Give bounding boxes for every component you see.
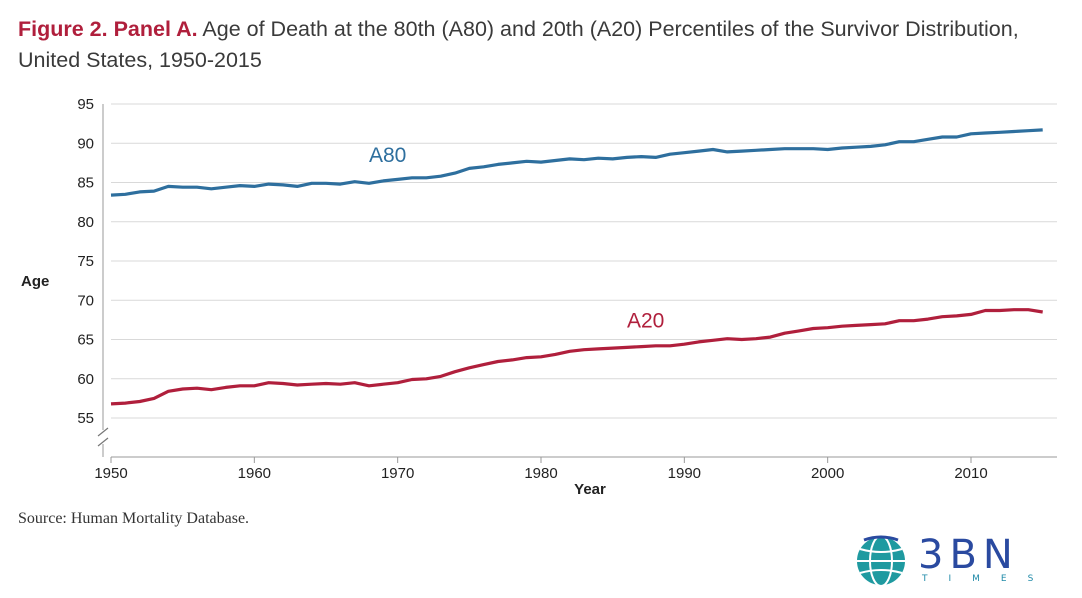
- x-tick-label: 2010: [954, 465, 987, 482]
- chart-title: Figure 2. Panel A. Age of Death at the 8…: [18, 14, 1068, 76]
- x-tick-label: 1980: [524, 465, 557, 482]
- logo-wordmark: 3BN: [918, 532, 1019, 578]
- logo-subtitle: TIMES: [922, 574, 1055, 584]
- line-chart: 55 60 65 70 75 80 85 90 95 1950 1960 1970 1980 1990 20…: [21, 96, 1057, 498]
- series-line-a20: [110, 308, 1043, 406]
- y-tick-label: 65: [77, 332, 94, 349]
- series-lines: [110, 128, 1043, 406]
- y-tick-label: 95: [77, 96, 94, 113]
- x-axis-title: Year: [574, 481, 606, 498]
- figure-title-text: Age of Death at the 80th (A80) and 20th …: [18, 17, 1019, 72]
- y-tick-label: 75: [77, 253, 94, 270]
- brand-logo[interactable]: 3BN TIMES: [852, 532, 1067, 592]
- figure-label: Figure 2. Panel A.: [18, 17, 198, 41]
- series-label-a80: A80: [369, 144, 406, 167]
- x-tick-label: 1970: [381, 465, 414, 482]
- series-line-a80: [110, 128, 1043, 197]
- gridlines: [111, 103, 1057, 419]
- y-axis-title: Age: [21, 273, 49, 290]
- axis-break-mark: [97, 437, 109, 447]
- globe-icon: [855, 535, 907, 587]
- axes: [97, 104, 1057, 463]
- axis-break-mark: [97, 427, 109, 437]
- y-tick-label: 90: [77, 135, 94, 152]
- y-tick-label: 55: [77, 410, 94, 427]
- y-tick-label: 85: [77, 175, 94, 192]
- source-note: Source: Human Mortality Database.: [18, 510, 250, 527]
- y-tick-label: 70: [77, 292, 94, 309]
- y-tick-label: 60: [77, 371, 94, 388]
- x-tick-label: 1960: [238, 465, 271, 482]
- x-tick-label: 2000: [811, 465, 844, 482]
- series-label-a20: A20: [627, 310, 664, 333]
- tick-labels: 55 60 65 70 75 80 85 90 95 1950 1960 1970 1980 1990 20…: [21, 96, 988, 498]
- y-tick-label: 80: [77, 214, 94, 231]
- x-tick-label: 1950: [94, 465, 127, 482]
- x-tick-label: 1990: [668, 465, 701, 482]
